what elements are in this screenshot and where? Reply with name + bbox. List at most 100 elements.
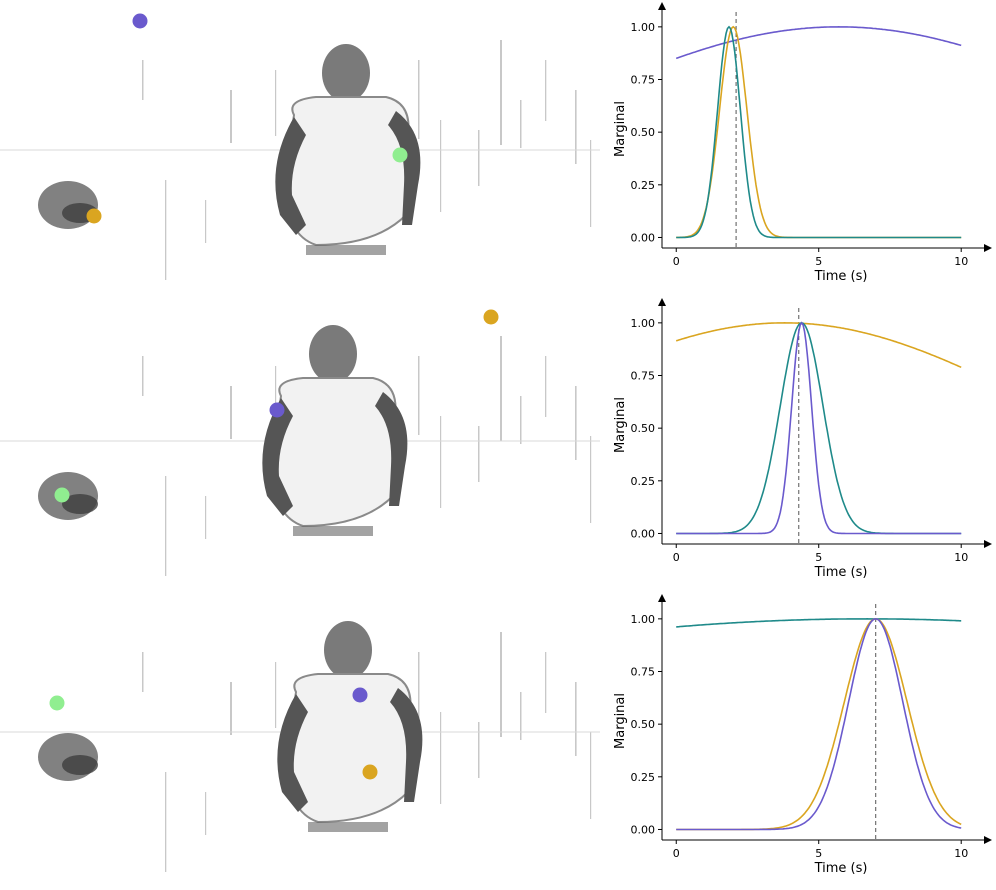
left-object-shadow xyxy=(62,755,98,775)
person-left-arm xyxy=(277,694,308,812)
scene-streak xyxy=(440,416,442,508)
marginal-plot-3: 0 5 10 0.00 0.25 0.50 0.75 1.00 Time (s) Marginal xyxy=(613,594,992,876)
y-tick-label: 0.25 xyxy=(631,475,656,488)
y-tick-label: 0.50 xyxy=(631,422,656,435)
board-debris xyxy=(308,822,388,832)
x-tick-label: 10 xyxy=(954,847,968,860)
board-debris xyxy=(293,526,373,536)
track-point-purple xyxy=(132,13,148,29)
scene-streak xyxy=(205,200,207,243)
series-line-teal xyxy=(676,25,962,239)
row-1: 0 5 10 0.00 0.25 0.50 0.75 1.00 Time (s) Marginal xyxy=(0,0,996,296)
series-line-purple xyxy=(676,617,962,831)
scene-streak xyxy=(590,436,592,523)
x-axis-arrow xyxy=(984,540,992,548)
person-head xyxy=(309,325,357,383)
scene-streak xyxy=(275,366,277,432)
row-2: 0 5 10 0.00 0.25 0.50 0.75 1.00 Time (s) Marginal xyxy=(0,296,996,592)
person-figure xyxy=(262,325,408,536)
x-tick-label: 10 xyxy=(954,255,968,268)
track-point-purple xyxy=(269,402,285,418)
x-tick-label: 0 xyxy=(673,255,680,268)
scene-streak xyxy=(478,130,480,186)
x-axis-label: Time (s) xyxy=(814,565,868,580)
scene-streak xyxy=(575,682,577,756)
x-axis-label: Time (s) xyxy=(814,269,868,284)
person-right-arm xyxy=(388,111,421,225)
y-tick-label: 0.75 xyxy=(631,666,656,679)
scene-streak xyxy=(142,60,144,100)
series-line-gold xyxy=(676,25,962,239)
scene-streak xyxy=(520,100,522,148)
scene-streak xyxy=(418,356,420,435)
track-point-gold xyxy=(86,208,102,224)
scene-streak xyxy=(205,496,207,539)
video-frame-3 xyxy=(0,621,600,872)
scene-streak xyxy=(575,386,577,460)
series-line-gold xyxy=(675,321,962,369)
y-tick-label: 0.50 xyxy=(631,718,656,731)
scene-streak xyxy=(142,356,144,396)
y-tick-label: 0.50 xyxy=(631,126,656,139)
person-figure xyxy=(275,44,421,255)
left-object-shadow xyxy=(62,494,98,514)
y-axis-arrow xyxy=(658,298,666,306)
x-axis-arrow xyxy=(984,836,992,844)
scene-streak xyxy=(575,90,577,164)
scene-streak xyxy=(165,772,167,872)
x-tick-label: 0 xyxy=(673,551,680,564)
scene-streak xyxy=(440,120,442,212)
scene-streak xyxy=(230,682,232,735)
scene-streak xyxy=(520,692,522,740)
series-line-purple xyxy=(675,25,962,60)
scene-streak xyxy=(478,426,480,482)
series-line-teal xyxy=(676,617,962,628)
person-head xyxy=(324,621,372,679)
y-axis-label: Marginal xyxy=(613,397,628,453)
y-tick-label: 0.00 xyxy=(631,823,656,836)
series-line-teal xyxy=(676,321,962,535)
y-tick-label: 0.00 xyxy=(631,231,656,244)
person-right-arm xyxy=(375,392,408,506)
y-tick-label: 0.75 xyxy=(631,370,656,383)
y-axis-arrow xyxy=(658,594,666,602)
person-right-arm xyxy=(390,688,423,802)
track-point-purple xyxy=(352,687,368,703)
track-point-green xyxy=(49,695,65,711)
video-frame-1 xyxy=(0,13,600,280)
scene-streak xyxy=(205,792,207,835)
x-axis-label: Time (s) xyxy=(814,861,868,876)
video-frame-2 xyxy=(0,309,600,576)
y-axis-label: Marginal xyxy=(613,693,628,749)
y-tick-label: 1.00 xyxy=(631,21,656,34)
scene-streak xyxy=(275,662,277,728)
scene-streak xyxy=(230,90,232,143)
track-point-green xyxy=(392,147,408,163)
x-tick-label: 10 xyxy=(954,551,968,564)
scene-streak xyxy=(590,732,592,819)
scene-streak xyxy=(275,70,277,136)
x-tick-label: 5 xyxy=(815,847,822,860)
track-point-gold xyxy=(362,764,378,780)
scene-streak xyxy=(500,40,502,145)
board-debris xyxy=(306,245,386,255)
scene-streak xyxy=(230,386,232,439)
scene-streak xyxy=(418,652,420,731)
y-axis-arrow xyxy=(658,2,666,10)
scene-streak xyxy=(165,476,167,576)
scene-streak xyxy=(165,180,167,280)
x-tick-label: 5 xyxy=(815,551,822,564)
scene-streak xyxy=(545,60,547,121)
scene-streak xyxy=(545,652,547,713)
person-head xyxy=(322,44,370,102)
scene-streak xyxy=(500,336,502,441)
y-tick-label: 0.25 xyxy=(631,771,656,784)
person-left-arm xyxy=(262,398,293,516)
scene-streak xyxy=(500,632,502,737)
y-axis-label: Marginal xyxy=(613,101,628,157)
marginal-plot-1: 0 5 10 0.00 0.25 0.50 0.75 1.00 Time (s) Marginal xyxy=(613,2,992,284)
x-tick-label: 0 xyxy=(673,847,680,860)
x-tick-label: 5 xyxy=(815,255,822,268)
series-line-purple xyxy=(676,321,962,535)
scene-streak xyxy=(142,652,144,692)
